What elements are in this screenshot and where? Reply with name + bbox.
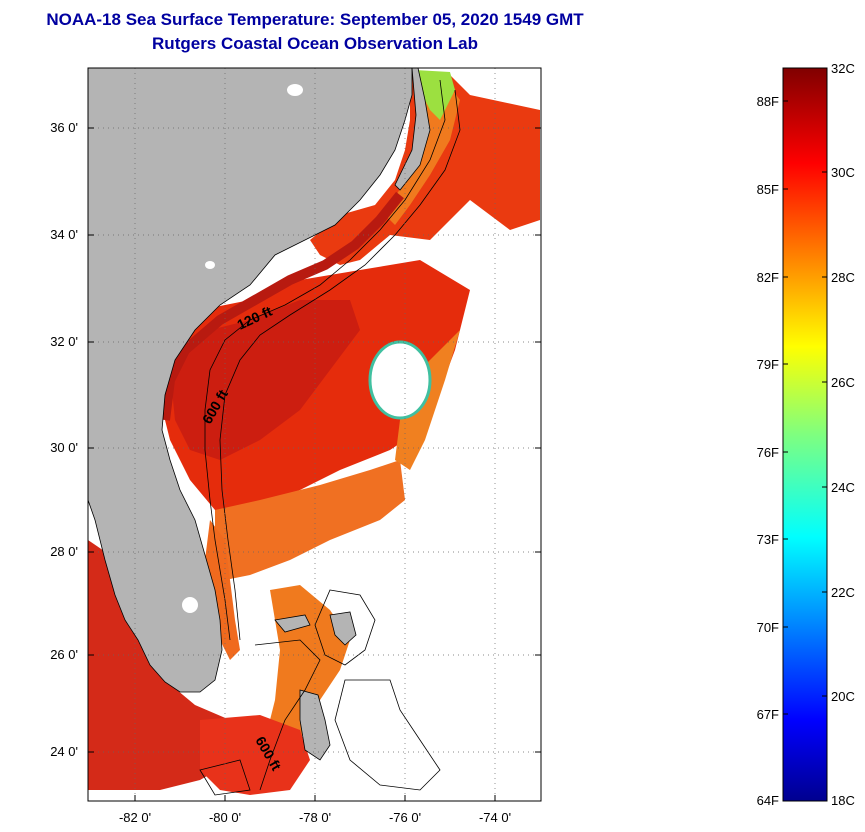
lake-inland	[205, 261, 215, 269]
map-area: 120 ft 600 ft 600 ft	[88, 68, 541, 801]
land-bahama-andros	[299, 689, 331, 761]
colorbar-c-18: 18C	[831, 793, 855, 808]
colorbar-f-88: 88F	[757, 94, 779, 109]
colorbar: 32C 30C 28C 26C 24C 22C 20C 18C 88F 85F …	[757, 61, 855, 808]
colorbar-f-76: 76F	[757, 445, 779, 460]
sst-patch-florida-east	[205, 520, 240, 660]
lat-label-36: 36 0'	[50, 120, 78, 135]
lon-label-82: -82 0'	[119, 810, 151, 825]
colorbar-f-70: 70F	[757, 620, 779, 635]
colorbar-f-67: 67F	[757, 707, 779, 722]
lake-okeechobee	[182, 597, 198, 613]
colorbar-c-30: 30C	[831, 165, 855, 180]
colorbar-f-64: 64F	[757, 793, 779, 808]
lon-label-74: -74 0'	[479, 810, 511, 825]
colorbar-c-28: 28C	[831, 270, 855, 285]
map-subtitle: Rutgers Coastal Ocean Observation Lab	[152, 34, 478, 53]
graticule	[88, 68, 541, 801]
land-us-east	[88, 68, 413, 693]
colorbar-f-79: 79F	[757, 357, 779, 372]
map-ticks	[88, 127, 541, 801]
lon-label-78: -78 0'	[299, 810, 331, 825]
land-bahama-abaco	[329, 611, 357, 646]
sst-patch-inner-dark	[170, 300, 360, 460]
contour-bahama-west	[254, 639, 321, 791]
colorbar-c-20: 20C	[831, 689, 855, 704]
contour-600ft	[219, 89, 461, 641]
cloud-hole	[378, 352, 422, 408]
colorbar-c-32: 32C	[831, 61, 855, 76]
lat-label-24: 24 0'	[50, 744, 78, 759]
lon-label-80: -80 0'	[209, 810, 241, 825]
longitude-labels: -82 0' -80 0' -78 0' -76 0' -74 0'	[119, 810, 511, 825]
colorbar-f-73: 73F	[757, 532, 779, 547]
colorbar-c-24: 24C	[831, 480, 855, 495]
lat-label-26: 26 0'	[50, 647, 78, 662]
sst-patch-green-north	[415, 70, 455, 120]
contour-cay-sal	[199, 759, 251, 796]
colorbar-ticks	[783, 100, 827, 715]
contour-bahama-abaco	[314, 589, 376, 666]
land-outer-banks	[394, 68, 431, 191]
sst-layer	[88, 70, 540, 795]
colorbar-f-82: 82F	[757, 270, 779, 285]
sst-patch-offshore-east	[395, 330, 460, 470]
contour-120ft	[204, 79, 446, 641]
lake-north	[287, 84, 303, 96]
lat-label-30: 30 0'	[50, 440, 78, 455]
bathymetry-contours	[199, 79, 461, 796]
land-bahama-gbi	[274, 614, 311, 633]
colorbar-gradient	[782, 67, 828, 802]
colorbar-c-22: 22C	[831, 585, 855, 600]
lat-label-34: 34 0'	[50, 227, 78, 242]
lat-label-28: 28 0'	[50, 544, 78, 559]
sst-patch-gulf	[88, 540, 235, 790]
land-layer	[88, 68, 431, 761]
lon-label-76: -76 0'	[389, 810, 421, 825]
sst-coastal-band	[160, 191, 404, 421]
contour-bahama-exuma	[334, 679, 441, 791]
colorbar-c-26: 26C	[831, 375, 855, 390]
sst-patch-keys	[200, 715, 310, 795]
colorbar-f-85: 85F	[757, 182, 779, 197]
map-title: NOAA-18 Sea Surface Temperature: Septemb…	[46, 10, 584, 29]
latitude-labels: 36 0' 34 0' 32 0' 30 0' 28 0' 26 0' 24 0…	[50, 120, 78, 759]
lat-label-32: 32 0'	[50, 334, 78, 349]
sst-patch-south	[215, 460, 405, 580]
